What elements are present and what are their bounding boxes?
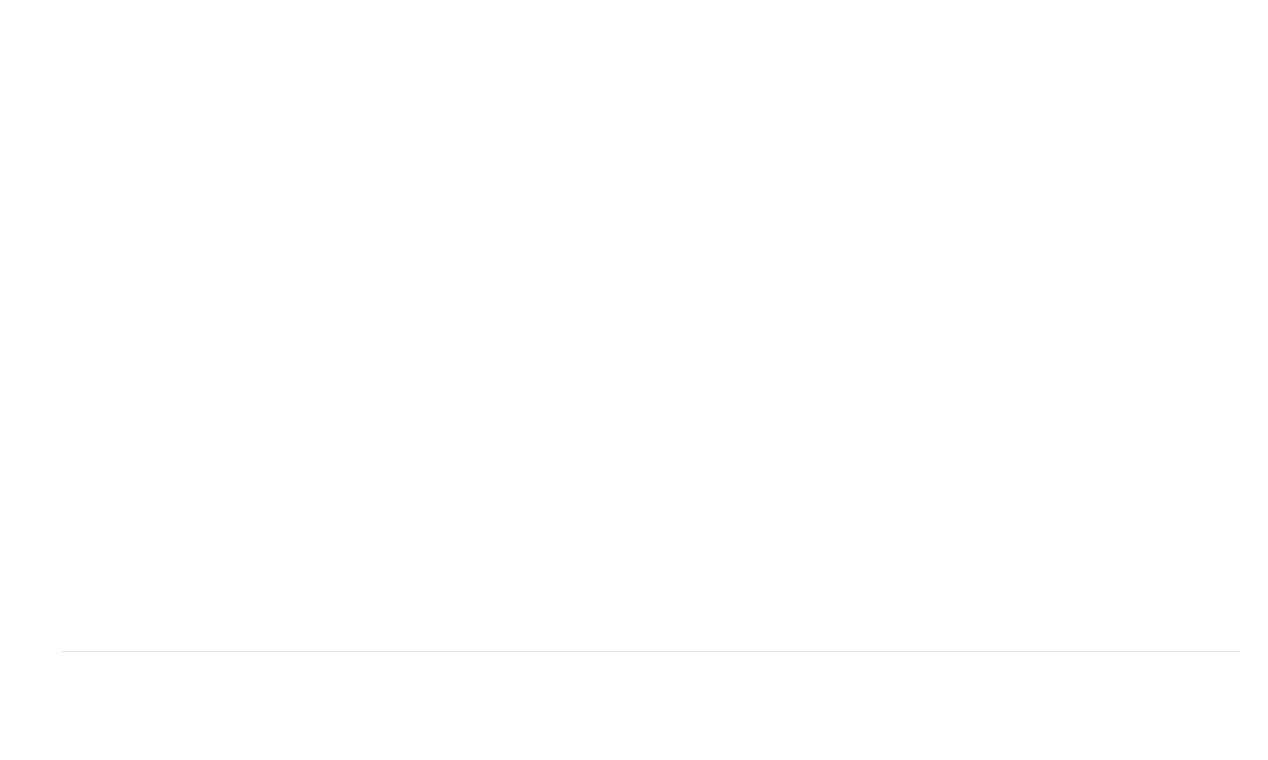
gold-price-line-chart xyxy=(0,0,1268,760)
